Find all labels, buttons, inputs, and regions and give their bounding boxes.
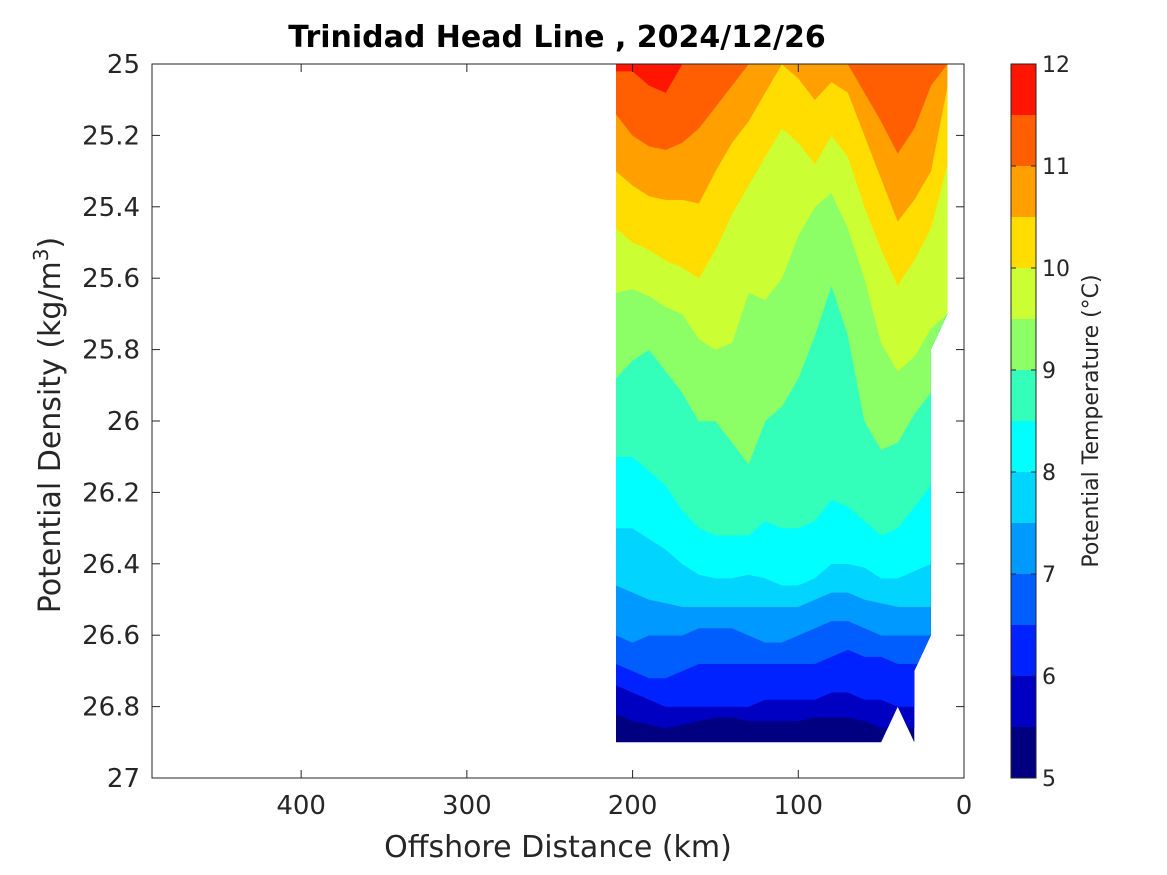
y-axis: 25 25.2 25.4 25.6 25.8 26 26.2 26.4 26.6 26.8 27 xyxy=(82,50,964,794)
colorbar-swatch xyxy=(1011,319,1036,370)
y-tick-label: 26 xyxy=(107,407,140,437)
colorbar-swatch xyxy=(1011,421,1036,472)
colorbar-frame xyxy=(1010,63,1037,779)
y-axis-label: Potential Density (kg/m3) xyxy=(29,237,68,613)
x-tick-label: 200 xyxy=(608,791,658,821)
contour-fill-group xyxy=(616,64,948,743)
colorbar-tick-label: 9 xyxy=(1042,359,1056,384)
colorbar-swatch xyxy=(1011,676,1036,727)
y-tick-label: 25.2 xyxy=(82,121,140,151)
colorbar-label: Potential Temperature (°C) xyxy=(1079,274,1104,567)
y-axis-label-close: ) xyxy=(33,237,68,249)
colorbar-swatch xyxy=(1011,370,1036,421)
colorbar-swatch xyxy=(1011,727,1036,778)
y-tick-label: 26.8 xyxy=(82,693,140,723)
colorbar-swatch xyxy=(1011,625,1036,676)
y-axis-label-main: Potential Density (kg/m xyxy=(33,261,68,613)
colorbar-tick-label: 12 xyxy=(1042,53,1070,78)
contour-band xyxy=(616,64,948,93)
chart-title: Trinidad Head Line , 2024/12/26 xyxy=(288,20,825,55)
colorbar-swatch xyxy=(1011,472,1036,523)
y-tick-label: 26.6 xyxy=(82,621,140,651)
y-tick-label: 25.6 xyxy=(82,264,140,294)
x-tick-label: 300 xyxy=(442,791,492,821)
colorbar xyxy=(1011,64,1036,778)
colorbar-tick-label: 8 xyxy=(1042,461,1056,486)
colorbar-ticks: 5 6 7 8 9 10 11 12 xyxy=(1011,53,1070,792)
colorbar-tick-label: 6 xyxy=(1042,665,1056,690)
y-tick-label: 26.2 xyxy=(82,478,140,508)
x-tick-label: 0 xyxy=(956,791,973,821)
x-tick-label: 100 xyxy=(773,791,823,821)
colorbar-tick-label: 10 xyxy=(1042,257,1070,282)
contour-band xyxy=(616,64,948,154)
x-tick-label: 400 xyxy=(276,791,326,821)
colorbar-swatch xyxy=(1011,217,1036,268)
y-axis-label-superscript: 3 xyxy=(29,248,53,261)
colorbar-swatch xyxy=(1011,574,1036,625)
colorbar-tick-label: 7 xyxy=(1042,563,1056,588)
colorbar-swatch xyxy=(1011,115,1036,166)
y-tick-label: 27 xyxy=(107,764,140,794)
y-tick-label: 25.8 xyxy=(82,336,140,366)
y-tick-label: 25.4 xyxy=(82,193,140,223)
colorbar-tick-label: 11 xyxy=(1042,155,1070,180)
colorbar-swatch xyxy=(1011,64,1036,115)
colorbar-tick-label: 5 xyxy=(1042,767,1056,792)
colorbar-swatch xyxy=(1011,523,1036,574)
y-tick-label: 25 xyxy=(107,50,140,80)
x-axis-label: Offshore Distance (km) xyxy=(384,830,732,865)
y-tick-label: 26.4 xyxy=(82,550,140,580)
colorbar-swatch xyxy=(1011,268,1036,319)
colorbar-swatch xyxy=(1011,166,1036,217)
x-axis: 400 300 200 100 0 xyxy=(276,64,972,821)
